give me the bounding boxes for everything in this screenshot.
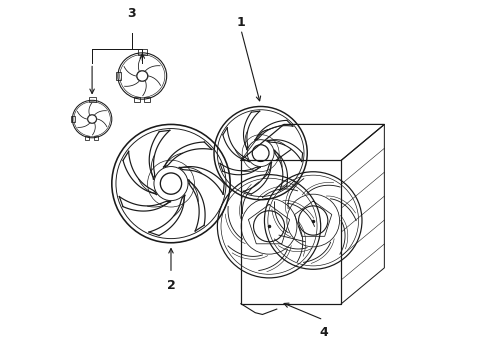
Text: 1: 1 xyxy=(236,16,245,29)
Text: 3: 3 xyxy=(127,7,136,20)
Text: 4: 4 xyxy=(318,326,327,339)
Text: 2: 2 xyxy=(166,279,175,292)
